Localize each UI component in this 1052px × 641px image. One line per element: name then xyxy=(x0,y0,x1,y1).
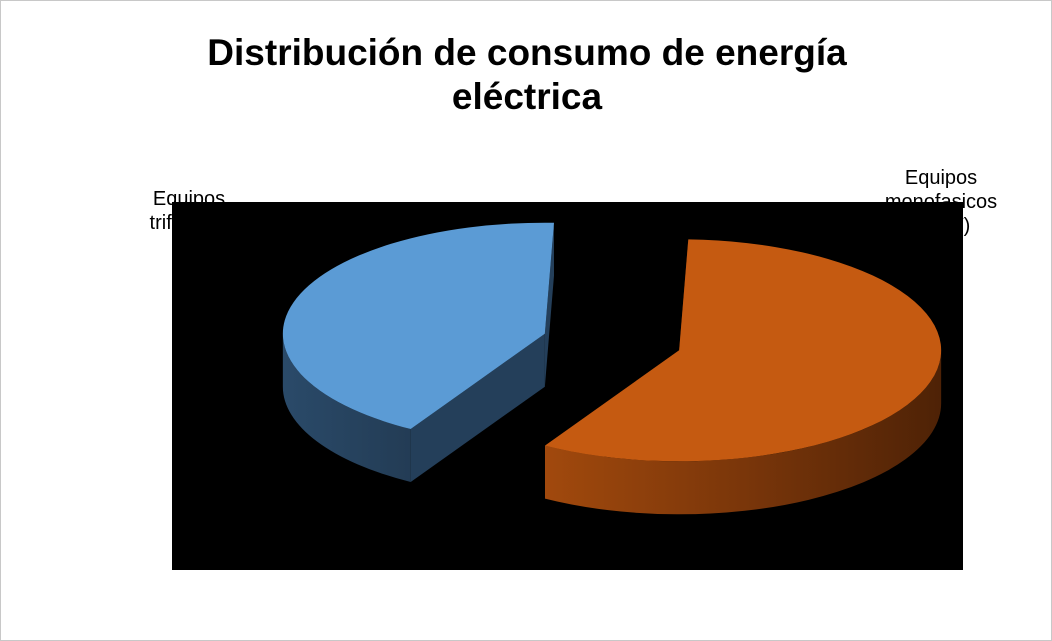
pie-slice-monofasicos-cut xyxy=(544,222,554,387)
pie-chart xyxy=(282,222,942,515)
pie-slice-trifasicos-top xyxy=(544,239,942,462)
pie-slice-monofasicos xyxy=(282,222,554,483)
chart-title: Distribución de consumo de energía eléct… xyxy=(207,32,847,117)
pie-slice-monofasicos-side xyxy=(282,333,411,483)
pie-slice-trifasicos xyxy=(544,239,942,515)
pie-slice-monofasicos-top xyxy=(282,222,554,430)
pie-slice-trifasicos-side xyxy=(544,350,942,515)
pie-slice-monofasicos-cut xyxy=(410,333,545,483)
plot-area xyxy=(172,202,963,570)
